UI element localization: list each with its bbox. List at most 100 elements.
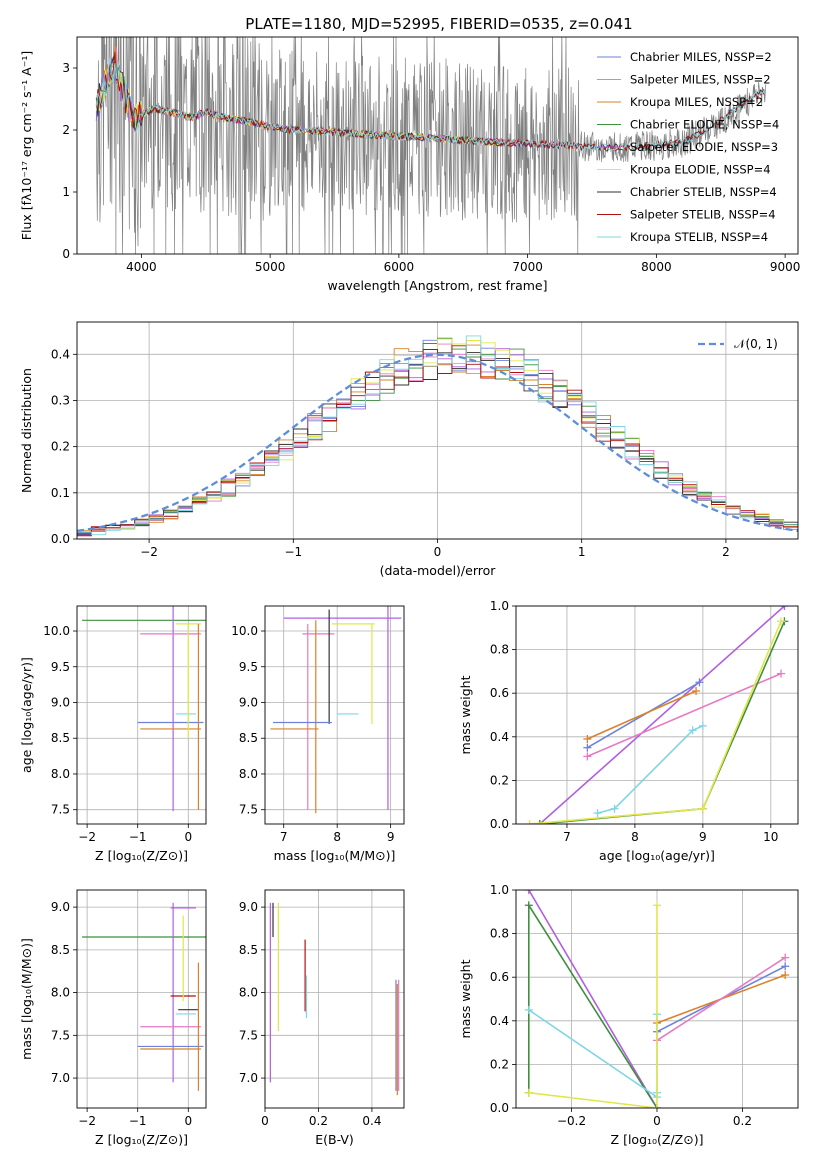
x-tick-label: 0	[184, 1114, 192, 1128]
legend-entry: Salpeter STELIB, NSSP=4	[630, 208, 776, 222]
axes-frame	[264, 889, 405, 1109]
y-tick-label: 9.0	[51, 900, 70, 914]
legend-entry: 𝒩(0, 1)	[734, 337, 778, 351]
spectrum-plot	[95, 37, 767, 254]
series-line	[586, 690, 697, 740]
mass_vs_ebv-panel: 0 0.2 0.4 7.0 7.5 8.0 8.5 9.0 E(B-V)	[239, 889, 405, 1147]
y-tick-label: 0.4	[490, 730, 509, 744]
x-tick-label: 9	[699, 830, 707, 844]
data-spectrum-line	[95, 37, 767, 254]
y-tick-label: 9.0	[239, 900, 258, 914]
legend-entry: Kroupa ELODIE, NSSP=4	[630, 163, 771, 177]
axes-frame	[76, 36, 799, 255]
y-axis-label: age [log₁₀(age/yr)]	[19, 657, 34, 773]
x-tick-label: 7000	[512, 260, 543, 274]
legend-entry: Kroupa STELIB, NSSP=4	[630, 230, 768, 244]
y-axis-label: mass weight	[458, 959, 473, 1038]
model-spectrum-line	[95, 57, 766, 152]
age_vs_Z-panel: −2 −1 0 7.5 8.0 8.5 9.0 9.5 10.0 Z [log₁₀(Z/Z⊙)] a…	[19, 605, 207, 863]
legend-entry: Chabrier ELODIE, NSSP=4	[630, 118, 779, 132]
y-tick-label: 9.0	[239, 695, 258, 709]
x-tick-label: −2	[78, 830, 96, 844]
residual-histogram	[77, 335, 798, 536]
y-tick-label: 10.0	[43, 624, 70, 638]
x-tick-label: 7	[280, 830, 288, 844]
x-tick-label: 6000	[384, 260, 415, 274]
y-tick-label: 0.4	[51, 347, 70, 361]
y-tick-label: 0.2	[490, 773, 509, 787]
x-tick-label: 7	[563, 830, 571, 844]
mass_vs_Z-panel: −2 −1 0 7.0 7.5 8.0 8.5 9.0 Z [log₁₀(Z/Z⊙)] mass …	[19, 889, 207, 1147]
y-tick-label: 9.5	[239, 660, 258, 674]
x-tick-label: −1	[129, 1114, 147, 1128]
y-tick-label: 8.5	[51, 731, 70, 745]
y-tick-label: 8.0	[239, 767, 258, 781]
y-tick-label: 0.0	[490, 1101, 509, 1115]
y-tick-label: 0.4	[490, 1014, 509, 1028]
axes-frame	[515, 605, 799, 825]
x-tick-label: 0	[653, 1114, 661, 1128]
series-line	[528, 890, 658, 1108]
y-tick-label: 8.0	[239, 986, 258, 1000]
x-tick-label: −0.2	[557, 1114, 586, 1128]
axes-frame	[76, 321, 799, 540]
y-tick-label: 8.5	[239, 943, 258, 957]
x-tick-label: 8000	[641, 260, 672, 274]
y-tick-label: 7.5	[239, 1028, 258, 1042]
x-tick-label: 8	[631, 830, 639, 844]
x-axis-label: age [log₁₀(age/yr)]	[599, 848, 715, 863]
x-tick-label: 10	[763, 830, 778, 844]
spectrum-panel: 4000 5000 6000 7000 8000 9000 0 1 2 3 wavelength […	[19, 36, 801, 293]
x-axis-label: mass [log₁₀(M/M⊙)]	[274, 848, 396, 863]
massweight_vs_age-plot	[525, 606, 789, 824]
y-tick-label: 0.6	[490, 686, 509, 700]
y-tick-label: 2	[62, 123, 70, 137]
residual-panel: −2 −1 0 1 2 0.0 0.1 0.2 0.3 0.4 (data-model)/error…	[19, 321, 799, 578]
x-tick-label: 5000	[255, 260, 286, 274]
y-tick-label: 8.5	[51, 943, 70, 957]
y-axis-label: mass [log₁₀(M/M⊙)]	[19, 938, 34, 1060]
x-tick-label: 0	[184, 830, 192, 844]
massweight_vs_Z-panel: −0.2 0 0.2 0.0 0.2 0.4 0.6 0.8 1.0 Z [log₁₀(Z/Z⊙)…	[458, 883, 799, 1147]
x-tick-label: 0.2	[733, 1114, 752, 1128]
y-tick-label: 10.0	[231, 624, 258, 638]
x-tick-label: −1	[284, 545, 302, 559]
series-line	[539, 606, 785, 824]
y-tick-label: 0.8	[490, 643, 509, 657]
massweight_vs_age-panel: 7 8 9 10 0.0 0.2 0.4 0.6 0.8 1.0 age [log₁₀(age/yr…	[458, 599, 799, 863]
axes-frame	[264, 605, 405, 825]
x-tick-label: 9	[387, 830, 395, 844]
y-tick-label: 8.0	[51, 767, 70, 781]
age_vs_mass-plot	[270, 606, 402, 814]
y-tick-label: 7.5	[239, 803, 258, 817]
legend-entry: Chabrier STELIB, NSSP=4	[630, 185, 777, 199]
x-axis-label: Z [log₁₀(Z/Z⊙)]	[611, 1132, 704, 1147]
y-tick-label: 0.1	[51, 486, 70, 500]
y-tick-label: 0.8	[490, 927, 509, 941]
y-tick-label: 8.5	[239, 731, 258, 745]
y-axis-label: Normed distribution	[19, 368, 34, 493]
x-axis-label: Z [log₁₀(Z/Z⊙)]	[95, 1132, 188, 1147]
legend-entry: Chabrier MILES, NSSP=2	[630, 50, 772, 64]
y-tick-label: 7.5	[51, 1028, 70, 1042]
y-tick-label: 1.0	[490, 883, 509, 897]
x-tick-label: 4000	[126, 260, 157, 274]
x-tick-label: 9000	[770, 260, 801, 274]
y-tick-label: 3	[62, 61, 70, 75]
x-tick-label: 1	[578, 545, 586, 559]
mass_vs_Z-plot	[82, 902, 206, 1091]
y-tick-label: 7.0	[51, 1071, 70, 1085]
x-tick-label: 0.2	[309, 1114, 328, 1128]
y-tick-label: 9.0	[51, 695, 70, 709]
legend-entry: Salpeter MILES, NSSP=2	[630, 73, 771, 87]
series-line	[656, 956, 786, 1042]
axes-frame	[515, 889, 799, 1109]
x-tick-label: 0.4	[362, 1114, 381, 1128]
y-tick-label: 7.0	[239, 1071, 258, 1085]
x-tick-label: −2	[140, 545, 158, 559]
y-tick-label: 8.0	[51, 986, 70, 1000]
x-tick-label: 0	[261, 1114, 269, 1128]
y-tick-label: 0.0	[490, 817, 509, 831]
y-tick-label: 0.3	[51, 393, 70, 407]
massweight_vs_Z-plot	[524, 890, 790, 1108]
